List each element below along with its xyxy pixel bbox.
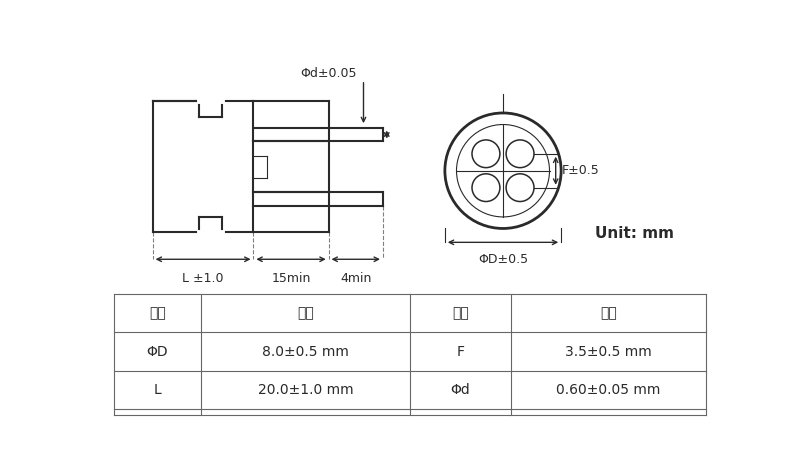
Text: 项目: 项目	[452, 306, 469, 320]
Text: F±0.5: F±0.5	[562, 164, 600, 177]
Text: 3.5±0.5 mm: 3.5±0.5 mm	[565, 345, 652, 359]
Text: 标准: 标准	[600, 306, 617, 320]
Text: 标准: 标准	[297, 306, 314, 320]
Text: 4min: 4min	[340, 272, 371, 285]
Text: ΦD±0.5: ΦD±0.5	[478, 253, 528, 266]
Text: F: F	[456, 345, 464, 359]
Text: Unit: mm: Unit: mm	[595, 227, 674, 241]
Text: 8.0±0.5 mm: 8.0±0.5 mm	[262, 345, 349, 359]
Text: L: L	[154, 383, 162, 397]
Text: 15min: 15min	[271, 272, 310, 285]
Text: 20.0±1.0 mm: 20.0±1.0 mm	[258, 383, 353, 397]
Text: 0.60±0.05 mm: 0.60±0.05 mm	[556, 383, 661, 397]
Text: L ±1.0: L ±1.0	[182, 272, 224, 285]
Text: 项目: 项目	[149, 306, 166, 320]
Text: Φd±0.05: Φd±0.05	[300, 67, 357, 80]
Text: Φd: Φd	[450, 383, 470, 397]
Text: ΦD: ΦD	[146, 345, 168, 359]
